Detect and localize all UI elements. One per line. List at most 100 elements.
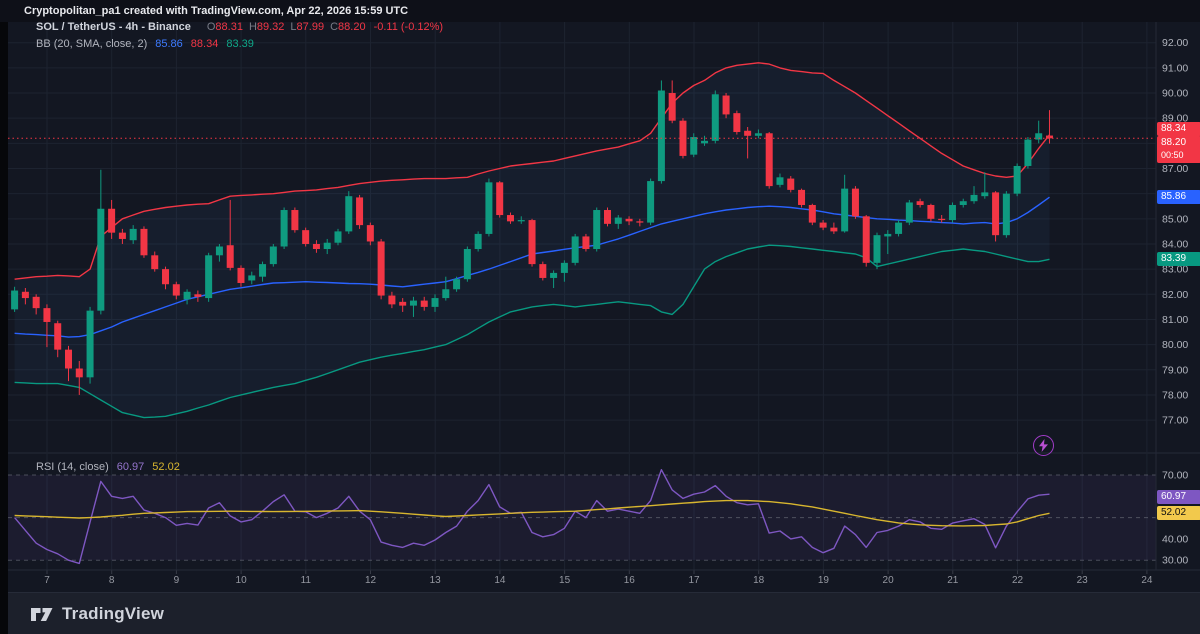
x-axis-label[interactable]: 11	[301, 575, 312, 586]
candle-down	[582, 236, 590, 250]
candle-down	[21, 291, 29, 299]
candle-down	[819, 222, 827, 228]
candle-down	[625, 218, 633, 222]
x-axis-label[interactable]: 9	[174, 575, 180, 586]
price-axis-label[interactable]: 77.00	[1162, 415, 1188, 427]
rsi-band-fill	[8, 475, 1156, 561]
candle-down	[992, 192, 1000, 236]
price-axis-label[interactable]: 81.00	[1162, 314, 1188, 326]
candle-down	[668, 93, 676, 121]
candle-down	[366, 225, 374, 242]
low-value: 87.99	[296, 21, 325, 33]
change-value: -0.11 (-0.12%)	[373, 21, 444, 33]
candle-down	[506, 215, 514, 222]
bb-indicator-legend[interactable]: BB (20, SMA, close, 2) 85.86 88.34 83.39	[36, 38, 254, 50]
candle-up	[280, 210, 288, 247]
x-axis-label[interactable]: 16	[624, 575, 636, 586]
price-axis-label[interactable]: 84.00	[1162, 238, 1188, 250]
rsi-axis-label[interactable]: 40.00	[1162, 533, 1188, 545]
candle-down	[399, 301, 407, 306]
price-axis-label[interactable]: 85.00	[1162, 213, 1188, 225]
x-axis-label[interactable]: 22	[1012, 575, 1024, 586]
x-axis-label[interactable]: 19	[818, 575, 830, 586]
candle-down	[226, 245, 234, 268]
candle-up	[690, 137, 698, 155]
x-axis-label[interactable]: 17	[688, 575, 700, 586]
high-value: 89.32	[256, 21, 285, 33]
candle-down	[312, 243, 320, 250]
candle-up	[517, 220, 525, 222]
lightning-icon	[1039, 439, 1048, 452]
candle-down	[830, 227, 838, 232]
rsi-axis-label[interactable]: 30.00	[1162, 555, 1188, 567]
tradingview-logo-icon[interactable]	[30, 604, 54, 624]
candle-up	[657, 90, 665, 182]
candle-down	[938, 218, 946, 221]
price-axis-label[interactable]: 82.00	[1162, 289, 1188, 301]
price-axis-label[interactable]: 87.00	[1162, 163, 1188, 175]
x-axis-label[interactable]: 14	[494, 575, 506, 586]
candle-up	[560, 262, 568, 273]
bb-upper-value: 88.34	[190, 38, 219, 50]
candle-up	[593, 210, 601, 250]
rsi-indicator-legend[interactable]: RSI (14, close) 60.97 52.02	[36, 461, 180, 473]
candle-down	[636, 221, 644, 223]
x-axis-label[interactable]: 15	[559, 575, 571, 586]
footer-bar: TradingView	[8, 592, 1200, 634]
price-badge-bb-basis: 85.86	[1157, 190, 1200, 205]
rsi-axis-label[interactable]: 70.00	[1162, 470, 1188, 482]
x-axis-label[interactable]: 24	[1141, 575, 1153, 586]
candle-up	[442, 289, 450, 299]
x-axis-label[interactable]: 13	[430, 575, 442, 586]
price-axis-label[interactable]: 92.00	[1162, 37, 1188, 49]
candle-down	[75, 368, 83, 378]
x-axis-label[interactable]: 20	[883, 575, 895, 586]
open-value: 88.31	[215, 21, 243, 33]
candle-down	[733, 113, 741, 133]
rsi-line	[14, 469, 1050, 565]
boost-button[interactable]	[1033, 435, 1054, 456]
rsi-label: RSI (14, close)	[36, 461, 109, 473]
candle-up	[1013, 165, 1021, 194]
price-axis-label[interactable]: 79.00	[1162, 364, 1188, 376]
candle-down	[808, 204, 816, 223]
symbol-legend[interactable]: SOL / TetherUS - 4h - Binance O88.31 H89.3…	[36, 21, 443, 33]
rsi-ma-value: 52.02	[152, 461, 180, 473]
candle-up	[959, 201, 967, 205]
candle-up	[1024, 139, 1032, 166]
candle-down	[172, 284, 180, 296]
rsi-badge-value: 60.97	[1157, 490, 1200, 505]
price-axis-label[interactable]: 80.00	[1162, 339, 1188, 351]
x-axis-label[interactable]: 21	[947, 575, 959, 586]
x-axis-label[interactable]: 10	[236, 575, 248, 586]
x-axis-label[interactable]: 18	[753, 575, 765, 586]
candle-up	[259, 264, 267, 277]
price-axis-label[interactable]: 91.00	[1162, 62, 1188, 74]
candle-down	[765, 133, 773, 187]
candle-down	[54, 323, 62, 350]
candle-down	[356, 197, 364, 226]
candle-up	[485, 182, 493, 234]
candle-down	[43, 308, 51, 322]
price-axis-label[interactable]: 89.00	[1162, 113, 1188, 125]
price-axis-label[interactable]: 83.00	[1162, 264, 1188, 276]
candle-down	[851, 188, 859, 217]
price-axis-label[interactable]: 78.00	[1162, 389, 1188, 401]
candle-down	[291, 210, 299, 231]
candle-up	[269, 246, 277, 265]
tradingview-logo-text[interactable]: TradingView	[62, 604, 165, 623]
high-label: H	[248, 21, 257, 33]
x-axis-label[interactable]: 23	[1077, 575, 1089, 586]
symbol-title[interactable]: SOL / TetherUS - 4h - Binance	[36, 21, 191, 33]
candle-up	[1035, 133, 1043, 140]
candle-up	[248, 275, 256, 281]
x-axis-label[interactable]: 7	[44, 575, 50, 586]
price-axis-label[interactable]: 90.00	[1162, 88, 1188, 100]
close-label: C	[330, 21, 339, 33]
candle-down	[798, 189, 806, 205]
candle-up	[1002, 193, 1010, 236]
candle-up	[334, 231, 342, 243]
x-axis-label[interactable]: 8	[109, 575, 115, 586]
x-axis-label[interactable]: 12	[365, 575, 377, 586]
